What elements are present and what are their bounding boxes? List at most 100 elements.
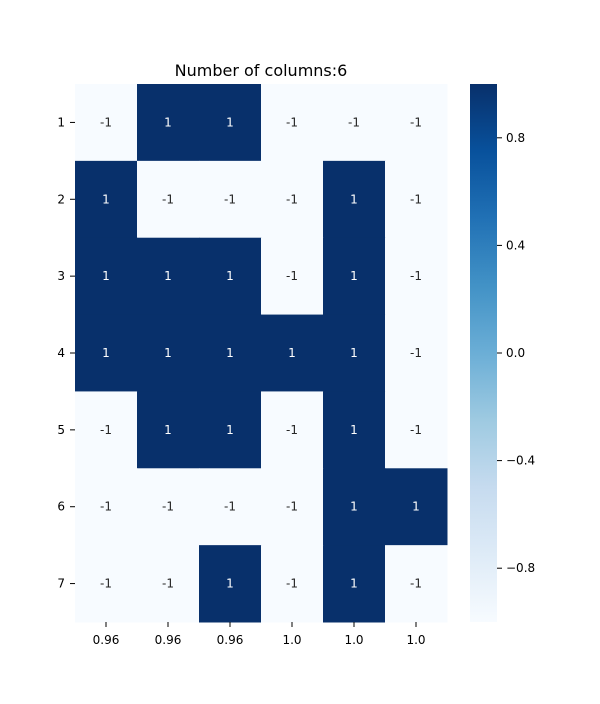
- x-tick-label-2: 0.96: [155, 633, 182, 647]
- heatmap-cell-r2-c4: [261, 160, 324, 239]
- cell-label-r3-c1: 1: [102, 269, 110, 283]
- heatmap-cell-r6-c2: [137, 468, 200, 546]
- cell-label-r2-c1: 1: [102, 192, 110, 206]
- cell-label-r3-c6: -1: [410, 269, 422, 283]
- cell-label-r6-c2: -1: [162, 500, 174, 514]
- x-tick-label-3: 0.96: [217, 633, 244, 647]
- heatmap-cell-r1-c4: [261, 84, 324, 162]
- heatmap-cell-r7-c5: [323, 545, 386, 623]
- cell-label-r2-c4: -1: [286, 192, 298, 206]
- cell-label-r3-c2: 1: [164, 269, 172, 283]
- x-tick-label-1: 0.96: [93, 633, 120, 647]
- heatmap-cell-r6-c1: [75, 468, 138, 546]
- cell-label-r6-c3: -1: [224, 500, 236, 514]
- y-tick-label-1: 1: [57, 115, 65, 129]
- cell-label-r5-c3: 1: [226, 423, 234, 437]
- heatmap-cell-r5-c5: [323, 391, 386, 469]
- heatmap-cell-r4-c4: [261, 314, 324, 392]
- heatmap-cell-r1-c2: [137, 84, 200, 162]
- cell-label-r4-c1: 1: [102, 346, 110, 360]
- y-tick-label-7: 7: [57, 577, 65, 591]
- cell-label-r4-c3: 1: [226, 346, 234, 360]
- cell-label-r4-c6: -1: [410, 346, 422, 360]
- colorbar-gradient: [470, 84, 497, 622]
- cell-label-r5-c2: 1: [164, 423, 172, 437]
- heatmap-cell-r1-c1: [75, 84, 138, 162]
- heatmap-cell-r7-c4: [261, 545, 324, 623]
- cell-label-r7-c1: -1: [100, 577, 112, 591]
- x-axis: 0.96 0.96 0.96 1.0 1.0 1.0: [93, 622, 426, 647]
- cell-label-r1-c6: -1: [410, 115, 422, 129]
- x-tick-label-5: 1.0: [344, 633, 363, 647]
- heatmap-cell-r1-c6: [385, 84, 448, 162]
- cell-label-r1-c1: -1: [100, 115, 112, 129]
- heatmap-cell-r2-c5: [323, 160, 386, 239]
- heatmap-cell-r3-c3: [199, 237, 262, 316]
- heatmap-cell-r2-c6: [385, 160, 448, 239]
- heatmap-cell-r6-c6: [385, 468, 448, 546]
- heatmap-cell-r4-c6: [385, 314, 448, 392]
- cell-label-r1-c3: 1: [226, 115, 234, 129]
- cell-label-r3-c4: -1: [286, 269, 298, 283]
- colorbar-tick-label-2: 0.4: [506, 238, 525, 252]
- cell-label-r7-c5: 1: [350, 577, 358, 591]
- cell-label-r4-c5: 1: [350, 346, 358, 360]
- cell-label-r7-c6: -1: [410, 577, 422, 591]
- cell-label-r3-c3: 1: [226, 269, 234, 283]
- y-tick-label-3: 3: [57, 269, 65, 283]
- cell-label-r1-c4: -1: [286, 115, 298, 129]
- cell-label-r6-c1: -1: [100, 500, 112, 514]
- cell-label-r2-c6: -1: [410, 192, 422, 206]
- colorbar-tick-label-3: 0.0: [506, 346, 525, 360]
- cell-label-r1-c2: 1: [164, 115, 172, 129]
- heatmap-cell-r4-c2: [137, 314, 200, 392]
- heatmap-cell-r5-c1: [75, 391, 138, 469]
- cell-label-r1-c5: -1: [348, 115, 360, 129]
- colorbar-ticks: 0.8 0.4 0.0 −0.4 −0.8: [497, 131, 535, 575]
- heatmap-cell-r7-c2: [137, 545, 200, 623]
- x-tick-label-4: 1.0: [282, 633, 301, 647]
- cell-label-r4-c2: 1: [164, 346, 172, 360]
- cell-label-r6-c4: -1: [286, 500, 298, 514]
- heatmap-cell-r5-c3: [199, 391, 262, 469]
- cell-label-r2-c3: -1: [224, 192, 236, 206]
- cell-label-r5-c1: -1: [100, 423, 112, 437]
- heatmap-cell-r4-c5: [323, 314, 386, 392]
- heatmap-cell-r5-c4: [261, 391, 324, 469]
- y-axis: 1 2 3 4 5 6 7: [57, 115, 75, 591]
- heatmap-cell-r3-c5: [323, 237, 386, 316]
- heatmap-cell-r2-c3: [199, 160, 262, 239]
- heatmap-cell-r3-c2: [137, 237, 200, 316]
- heatmap-cell-labels: -1 1 1 -1 -1 -1 1 -1 -1 -1 1 -1 1 1 1 -1 1 -1 1 1 1 1 1 -1 -1 1 1 -…: [100, 115, 422, 590]
- heatmap-cell-r5-c2: [137, 391, 200, 469]
- cell-label-r3-c5: 1: [350, 269, 358, 283]
- heatmap-cell-r6-c3: [199, 468, 262, 546]
- y-tick-label-2: 2: [57, 192, 65, 206]
- cell-label-r7-c3: 1: [226, 577, 234, 591]
- heatmap-cell-r2-c1: [75, 160, 138, 239]
- heatmap-cell-r7-c3: [199, 545, 262, 623]
- cell-label-r2-c2: -1: [162, 192, 174, 206]
- heatmap-cell-r7-c6: [385, 545, 448, 623]
- chart-title: Number of columns:6: [175, 61, 348, 80]
- cell-label-r6-c5: 1: [350, 500, 358, 514]
- x-tick-label-6: 1.0: [406, 633, 425, 647]
- heatmap-cell-r2-c2: [137, 160, 200, 239]
- heatmap-cell-r6-c5: [323, 468, 386, 546]
- cell-label-r6-c6: 1: [412, 500, 420, 514]
- heatmap-cell-r4-c1: [75, 314, 138, 392]
- y-tick-label-4: 4: [57, 346, 65, 360]
- heatmap-cells: [75, 84, 448, 623]
- colorbar: 0.8 0.4 0.0 −0.4 −0.8: [470, 84, 535, 622]
- colorbar-tick-label-1: 0.8: [506, 131, 525, 145]
- heatmap-cell-r4-c3: [199, 314, 262, 392]
- cell-label-r7-c4: -1: [286, 577, 298, 591]
- heatmap-cell-r3-c4: [261, 237, 324, 316]
- heatmap-cell-r5-c6: [385, 391, 448, 469]
- heatmap-cell-r3-c6: [385, 237, 448, 316]
- cell-label-r5-c4: -1: [286, 423, 298, 437]
- cell-label-r2-c5: 1: [350, 192, 358, 206]
- heatmap-cell-r1-c3: [199, 84, 262, 162]
